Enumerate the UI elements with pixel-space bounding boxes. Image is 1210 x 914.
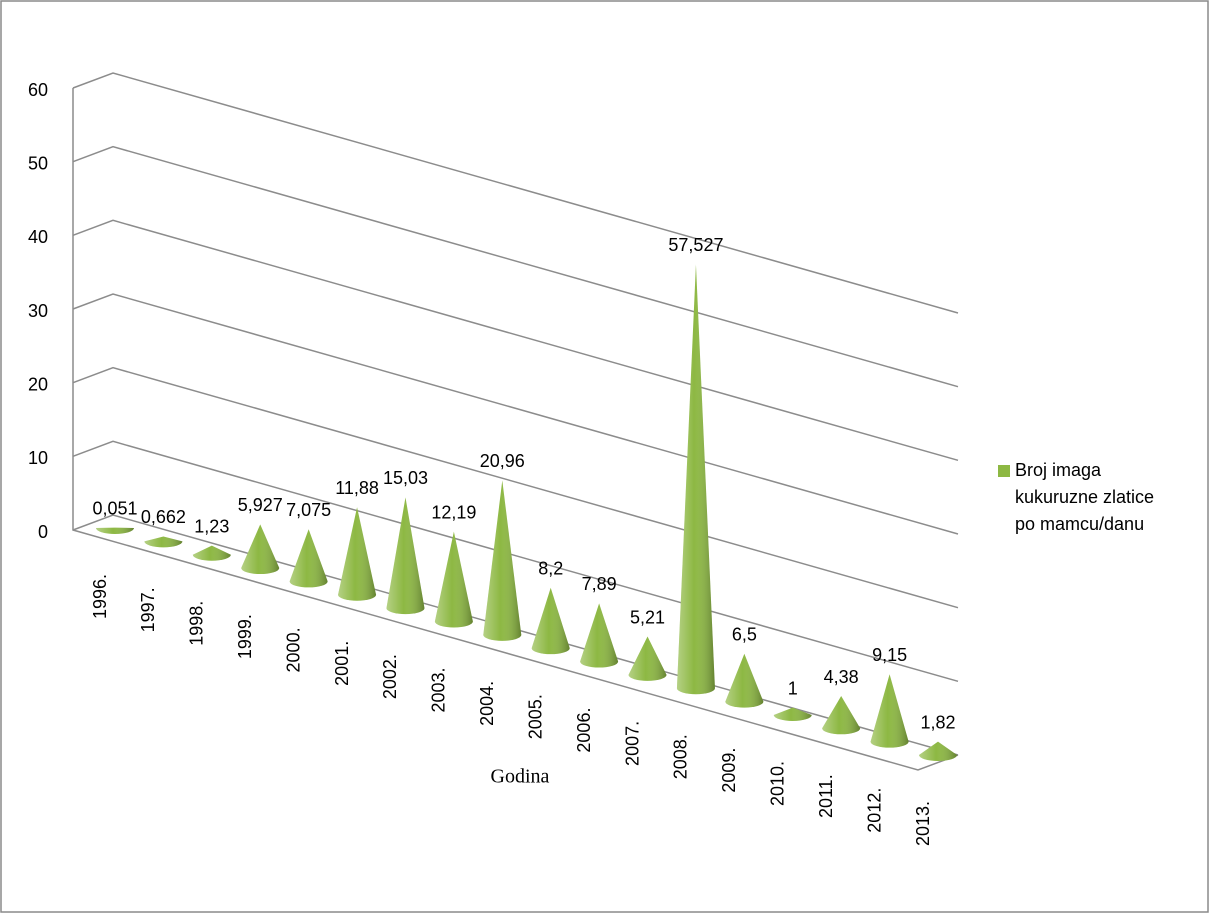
cone-face — [144, 536, 183, 548]
cone — [434, 531, 473, 628]
cone-face — [628, 636, 667, 681]
x-tick-label: 2012. — [864, 788, 884, 833]
cone-face — [386, 497, 425, 615]
cone — [676, 264, 715, 695]
y-tick-label: 50 — [28, 153, 48, 173]
data-label: 57,527 — [668, 235, 723, 255]
x-tick-label: 1999. — [235, 614, 255, 659]
x-tick-label: 2004. — [477, 681, 497, 726]
data-label: 20,96 — [480, 451, 525, 471]
cone — [483, 480, 522, 641]
y-tick-label: 30 — [28, 301, 48, 321]
x-tick-label: 2002. — [380, 654, 400, 699]
y-tick-label: 0 — [38, 522, 48, 542]
cone-face — [870, 674, 909, 748]
x-tick-label: 2005. — [525, 694, 545, 739]
x-tick-label: 2011. — [816, 774, 836, 818]
y-tick-label: 60 — [28, 80, 48, 100]
cone — [531, 587, 570, 655]
cone — [773, 707, 812, 721]
data-label: 11,88 — [335, 478, 379, 498]
data-label: 15,03 — [383, 468, 428, 488]
cone — [628, 636, 667, 681]
legend-swatch — [998, 465, 1010, 477]
data-label: 7,075 — [286, 500, 331, 520]
data-label: 5,927 — [238, 495, 283, 515]
data-label: 9,15 — [872, 645, 907, 665]
cone-face — [919, 741, 957, 761]
data-label: 7,89 — [582, 574, 617, 594]
data-label: 8,2 — [538, 559, 563, 579]
x-tick-label: 1997. — [138, 587, 158, 632]
x-tick-label: 1998. — [187, 601, 207, 646]
cone — [338, 507, 377, 601]
cone — [822, 696, 861, 735]
grid-line — [72, 72, 959, 314]
y-tick-label: 10 — [28, 448, 48, 468]
cone — [144, 536, 183, 548]
data-label: 1,82 — [920, 712, 955, 732]
cone-face — [434, 531, 473, 628]
x-tick-label: 2007. — [622, 721, 642, 766]
data-label: 6,5 — [732, 624, 757, 644]
x-tick-label: 2006. — [574, 708, 594, 753]
cone-face — [241, 524, 280, 575]
cone-face — [96, 527, 134, 534]
cone-face — [531, 587, 570, 655]
legend-label: Broj imaga kukuruzne zlatice po mamcu/da… — [1015, 460, 1155, 534]
cone-face — [338, 507, 377, 601]
x-tick-label: 2010. — [768, 761, 788, 806]
x-axis-title: Godina — [491, 766, 550, 788]
axis — [72, 88, 959, 771]
x-tick-label: 1996. — [90, 574, 110, 619]
cone-face — [483, 480, 522, 641]
data-label: 0,662 — [141, 507, 186, 527]
cone — [870, 674, 909, 748]
x-tick-label: 2008. — [671, 734, 691, 779]
grid-line — [72, 145, 959, 388]
x-tick-label: 2000. — [283, 627, 303, 672]
cone — [919, 741, 957, 761]
data-label: 5,21 — [630, 607, 665, 627]
x-tick-label: 2003. — [429, 667, 449, 712]
grid-line — [72, 219, 959, 462]
data-label: 1,23 — [194, 516, 229, 536]
cone-face — [192, 545, 231, 561]
cone-face — [773, 707, 812, 721]
cone-face — [676, 264, 715, 695]
cone-face — [822, 696, 861, 735]
data-label: 0,051 — [92, 498, 137, 518]
cone — [289, 529, 328, 588]
cone-face — [289, 529, 328, 588]
cone-face — [580, 603, 619, 668]
grid-line — [72, 514, 959, 756]
cone — [725, 653, 764, 708]
data-label: 12,19 — [431, 502, 476, 522]
y-tick-label: 40 — [28, 227, 48, 247]
cone — [192, 545, 231, 561]
legend: Broj imaga kukuruzne zlatice po mamcu/da… — [998, 457, 1168, 538]
cone — [96, 527, 134, 534]
cone — [386, 497, 425, 615]
grid-line — [72, 366, 959, 609]
data-label: 1 — [788, 678, 798, 698]
data-label: 4,38 — [824, 667, 859, 687]
x-tick-label: 2009. — [719, 748, 739, 793]
grid-line — [72, 293, 959, 535]
cone — [580, 603, 619, 668]
grid-line — [72, 440, 959, 683]
cone-face — [725, 653, 764, 708]
cone — [241, 524, 280, 575]
x-tick-label: 2001. — [332, 641, 352, 686]
x-tick-label: 2013. — [913, 801, 933, 846]
y-tick-label: 20 — [28, 374, 48, 394]
